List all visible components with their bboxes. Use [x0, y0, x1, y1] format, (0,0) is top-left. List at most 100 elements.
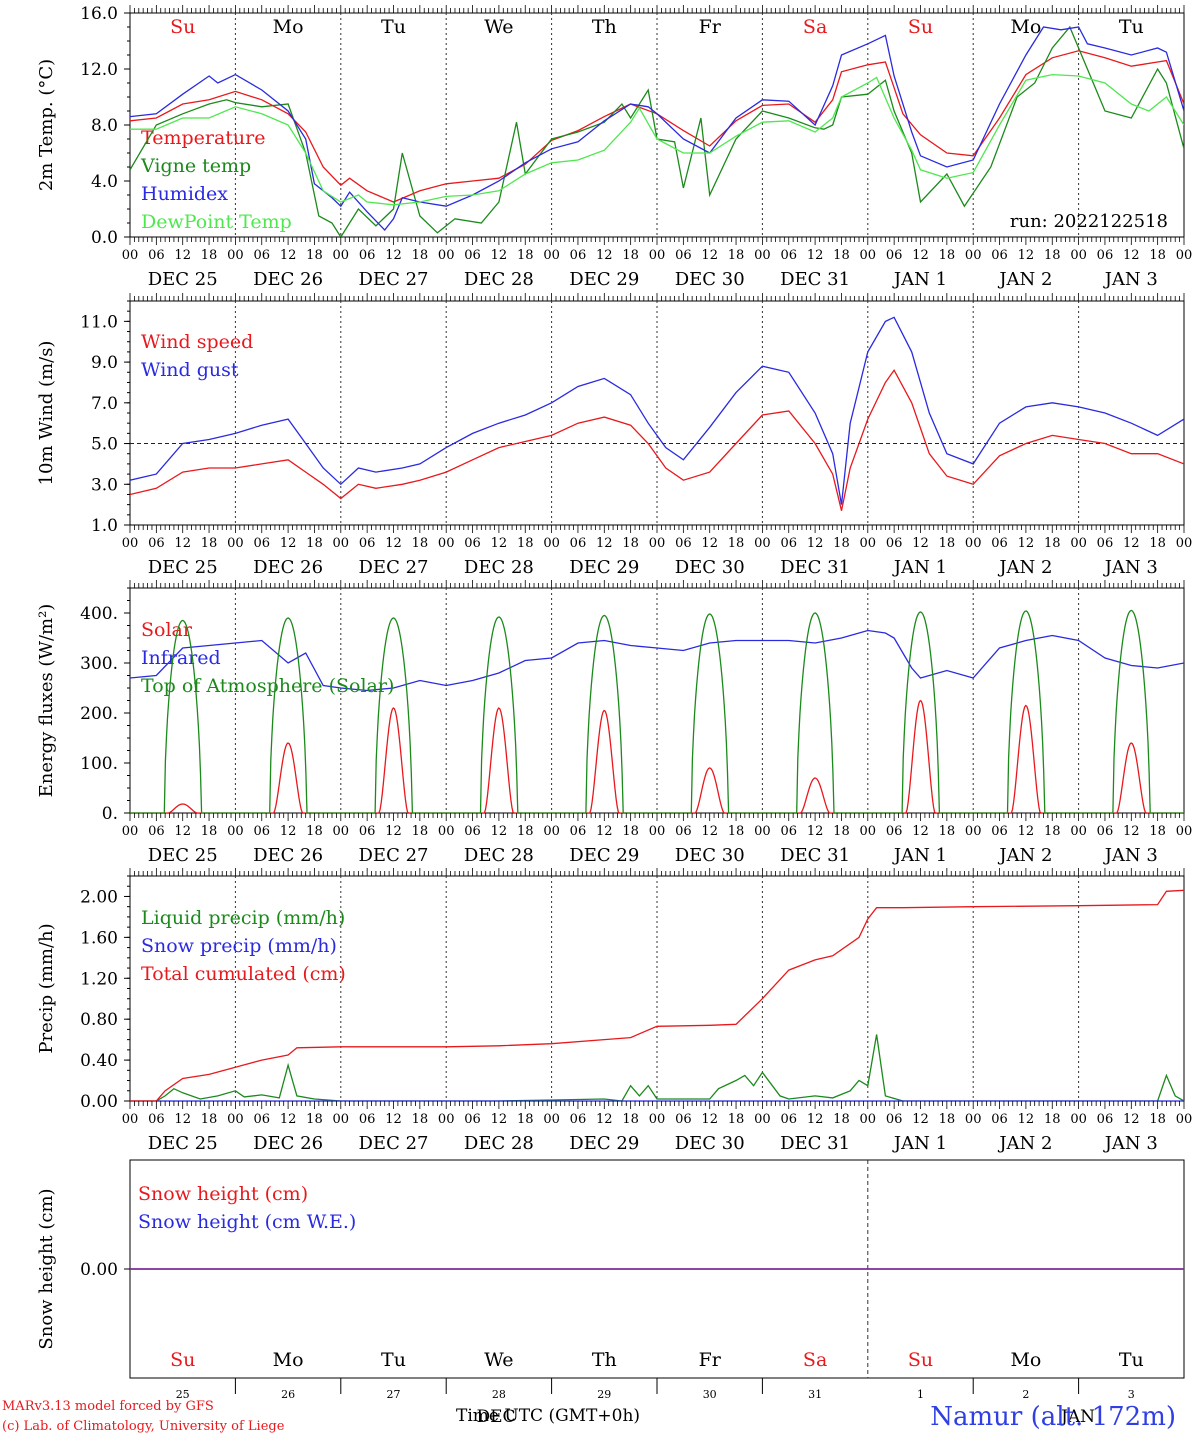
x-hour-label: 00	[1070, 824, 1087, 839]
y-tick-label: 0.00	[80, 1260, 118, 1280]
x-hour-label: 18	[939, 536, 956, 551]
x-hour-label: 06	[1097, 248, 1114, 263]
x-hour-label: 06	[780, 248, 797, 263]
x-day-label: DEC 30	[675, 845, 745, 866]
x-hour-label: 12	[912, 824, 929, 839]
x-day-label: DEC 25	[148, 269, 218, 290]
x-hour-label: 00	[754, 1112, 771, 1127]
legend-entry: Top of Atmosphere (Solar)	[141, 675, 394, 697]
y-tick-label: 5.0	[91, 435, 118, 455]
day-number-label: 25	[176, 1388, 190, 1401]
x-day-label: DEC 25	[148, 845, 218, 866]
x-hour-label: 06	[886, 248, 903, 263]
panel-energy: 00 06 12 18 00 06 12 18 00 06 12 18 00 06 12 18 00 06 12 18…	[36, 580, 1192, 866]
x-hour-label: 06	[359, 1112, 376, 1127]
weekday-label: Tu	[1119, 1349, 1144, 1371]
x-hour-label: 12	[1123, 824, 1140, 839]
x-hour-label: 00	[122, 824, 139, 839]
x-hour-label: 00	[649, 248, 666, 263]
x-day-label: DEC 27	[359, 269, 429, 290]
x-hour-label: 12	[701, 536, 718, 551]
x-day-label: DEC 25	[148, 1133, 218, 1154]
x-hour-label: 18	[728, 248, 745, 263]
weekday-label: Mo	[273, 16, 304, 38]
x-hour-label: 12	[174, 824, 191, 839]
y-tick-label: 4.0	[91, 172, 118, 192]
weekday-label: Sa	[803, 1349, 827, 1371]
y-axis-label: Snow height (cm)	[36, 1188, 57, 1349]
y-axis-label: 10m Wind (m/s)	[36, 341, 57, 486]
x-hour-label: 18	[1044, 536, 1061, 551]
x-hour-label: 00	[754, 248, 771, 263]
x-day-label: DEC 26	[253, 845, 323, 866]
x-hour-label: 18	[622, 536, 639, 551]
x-hour-label: 00	[754, 824, 771, 839]
x-hour-label: 06	[253, 824, 270, 839]
x-hour-label: 18	[833, 536, 850, 551]
x-hour-label: 00	[333, 824, 350, 839]
x-hour-label: 18	[833, 248, 850, 263]
legend-entry: Humidex	[141, 183, 228, 205]
weekday-label: Sa	[803, 16, 827, 38]
y-tick-label: 16.0	[80, 4, 118, 24]
x-hour-label: 06	[675, 536, 692, 551]
x-hour-label: 18	[1149, 248, 1166, 263]
x-hour-label: 00	[438, 536, 455, 551]
x-hour-label: 06	[148, 536, 165, 551]
x-hour-label: 06	[464, 536, 481, 551]
legend-entry: Snow height (cm)	[138, 1183, 308, 1205]
x-hour-label: 12	[912, 536, 929, 551]
x-hour-label: 18	[201, 1112, 218, 1127]
x-hour-label: 12	[385, 536, 402, 551]
x-hour-label: 12	[1123, 248, 1140, 263]
x-hour-label: 12	[174, 248, 191, 263]
x-hour-label: 00	[860, 248, 877, 263]
x-hour-label: 18	[622, 824, 639, 839]
x-hour-label: 12	[596, 824, 613, 839]
y-tick-label: 2.00	[80, 887, 118, 907]
series-line-1	[130, 629, 1184, 692]
x-hour-label: 18	[517, 536, 534, 551]
panel-precip: 00 06 12 18 00 06 12 18 00 06 12 18 00 06 12 18 00 06 12 18…	[36, 868, 1192, 1154]
credit-line-1: MARv3.13 model forced by GFS	[2, 1399, 214, 1414]
x-hour-label: 00	[333, 536, 350, 551]
x-day-label: DEC 30	[675, 1133, 745, 1154]
x-hour-label: 18	[833, 824, 850, 839]
x-day-label: JAN 2	[997, 845, 1052, 866]
y-tick-label: 400.	[80, 604, 118, 624]
x-day-label: DEC 28	[464, 845, 534, 866]
weekday-label: Mo	[1010, 16, 1041, 38]
series-line-0	[130, 50, 1184, 203]
x-hour-label: 12	[174, 1112, 191, 1127]
series-line-2	[130, 889, 1184, 1101]
weekday-label: Th	[592, 1349, 617, 1371]
x-day-label: JAN 2	[997, 269, 1052, 290]
x-hour-label: 06	[991, 1112, 1008, 1127]
weekday-label: Fr	[699, 1349, 722, 1371]
x-hour-label: 00	[438, 248, 455, 263]
x-day-label: DEC 29	[569, 269, 639, 290]
x-hour-label: 00	[122, 248, 139, 263]
x-hour-label: 06	[886, 824, 903, 839]
weekday-label: Su	[908, 16, 933, 38]
x-hour-label: 06	[148, 824, 165, 839]
x-hour-label: 00	[860, 824, 877, 839]
day-number-label: 30	[703, 1388, 717, 1401]
day-number-label: 29	[597, 1388, 611, 1401]
y-tick-label: 200.	[80, 704, 118, 724]
x-day-label: JAN 3	[1103, 557, 1158, 578]
panel-temp: 00 06 12 18 00 06 12 18 00 06 12 18 00 06 12 18 00 06 12 18…	[36, 4, 1192, 290]
y-axis-label: Energy fluxes (W/m²)	[36, 604, 57, 798]
x-hour-label: 12	[912, 1112, 929, 1127]
x-hour-label: 00	[965, 248, 982, 263]
panel-snow: 0.00 Snow height (cm) Snow height (cm) Snow…	[36, 1159, 1185, 1427]
x-hour-label: 06	[570, 824, 587, 839]
x-hour-label: 12	[491, 536, 508, 551]
day-number-label: 31	[808, 1388, 822, 1401]
x-hour-label: 18	[306, 248, 323, 263]
weekday-label: Tu	[381, 1349, 406, 1371]
x-hour-label: 06	[359, 536, 376, 551]
x-day-label: JAN 1	[892, 845, 947, 866]
x-hour-label: 12	[701, 1112, 718, 1127]
x-hour-label: 12	[385, 824, 402, 839]
